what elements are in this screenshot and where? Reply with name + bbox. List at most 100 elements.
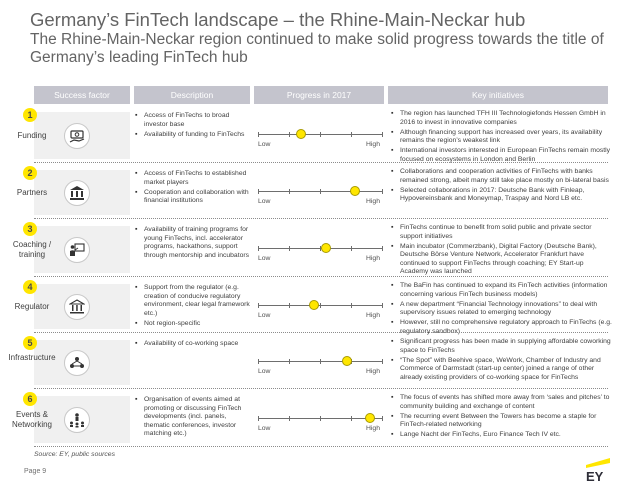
progress-tick	[351, 132, 352, 137]
progress-low-label: Low	[258, 368, 271, 375]
progress-high-label: High	[366, 255, 380, 262]
table-row: 2 Partners Access of FinTechs to establish…	[0, 166, 638, 220]
success-factor-label: Regulator	[14, 301, 50, 311]
progress-tick	[382, 303, 383, 308]
key-initiative-item: The recurring event Between the Towers h…	[390, 413, 612, 430]
progress-tick	[289, 132, 290, 137]
description-item: Cooperation and collaboration with finan…	[134, 189, 252, 206]
page-number: Page 9	[24, 468, 47, 475]
row-divider	[34, 276, 608, 277]
progress-tick	[289, 189, 290, 194]
progress-tick	[320, 303, 321, 308]
progress-tick	[351, 303, 352, 308]
key-initiatives-list: Collaborations and cooperation activitie…	[390, 168, 612, 205]
key-initiative-item: Significant progress has been made in su…	[390, 338, 612, 355]
speaker-audience-icon	[64, 406, 90, 433]
description-list: Access of FinTechs to established market…	[134, 170, 252, 207]
key-initiative-item: Main incubator (Commerzbank), Digital Fa…	[390, 243, 612, 277]
key-initiative-item: Lange Nacht der FinTechs, Euro Finance T…	[390, 431, 612, 440]
description-item: Organisation of events aimed at promotin…	[134, 396, 252, 439]
progress-scale: Low High	[256, 336, 386, 390]
progress-tick	[382, 189, 383, 194]
key-initiatives-list: FinTechs continue to benefit from solid …	[390, 224, 612, 278]
progress-scale: Low High	[256, 166, 386, 220]
success-factor-label: Infrastructure	[8, 352, 56, 362]
progress-scale: Low High	[256, 108, 386, 164]
key-initiative-item: Collaborations and cooperation activitie…	[390, 168, 612, 185]
progress-marker	[349, 186, 360, 196]
progress-marker	[308, 300, 319, 310]
description-list: Availability of training programs for yo…	[134, 226, 252, 262]
header-description: Description	[134, 86, 250, 104]
page-subtitle: The Rhine-Main-Neckar region continued t…	[30, 31, 604, 66]
page-title: Germany’s FinTech landscape – the Rhine-…	[30, 9, 526, 30]
progress-high-label: High	[366, 312, 380, 319]
row-number-badge: 1	[23, 108, 37, 122]
progress-marker	[321, 243, 332, 253]
row-divider	[34, 162, 608, 163]
header-success-factor: Success factor	[34, 86, 130, 104]
progress-tick	[382, 359, 383, 364]
row-number-badge: 4	[23, 280, 37, 294]
key-initiative-item: The BaFin has continued to expand its Fi…	[390, 282, 612, 299]
progress-tick	[320, 416, 321, 421]
progress-scale: Low High	[256, 392, 386, 448]
key-initiatives-list: The focus of events has shifted more awa…	[390, 394, 612, 441]
key-initiative-item: The region has launched TFH III Technolo…	[390, 110, 612, 127]
row-divider	[34, 332, 608, 333]
progress-tick	[382, 416, 383, 421]
key-initiatives-list: The BaFin has continued to expand its Fi…	[390, 282, 612, 338]
ey-logo-text: EY	[586, 469, 604, 483]
description-item: Availability of co-working space	[134, 340, 252, 349]
progress-tick	[351, 246, 352, 251]
progress-scale: Low High	[256, 222, 386, 278]
description-item: Access of FinTechs to established market…	[134, 170, 252, 187]
coaching-board-icon	[64, 236, 90, 263]
progress-tick	[258, 189, 259, 194]
description-item: Availability of funding to FinTechs	[134, 131, 252, 140]
key-initiatives-list: Significant progress has been made in su…	[390, 338, 612, 384]
progress-high-label: High	[366, 425, 380, 432]
key-initiative-item: However, still no comprehensive regulato…	[390, 319, 612, 336]
progress-low-label: Low	[258, 425, 271, 432]
key-initiative-item: Selected collaborations in 2017: Deutsch…	[390, 187, 612, 204]
progress-tick	[382, 132, 383, 137]
progress-tick	[289, 303, 290, 308]
progress-tick	[320, 189, 321, 194]
progress-tick	[289, 359, 290, 364]
progress-low-label: Low	[258, 198, 271, 205]
key-initiative-item: A new department “Financial Technology i…	[390, 301, 612, 318]
success-factor-label: Funding	[17, 130, 47, 140]
table-row: 5 Infrastructure Availability of co-workin…	[0, 336, 638, 390]
progress-tick	[289, 416, 290, 421]
progress-tick	[258, 303, 259, 308]
table-row: 3 Coaching / training Availability of trai…	[0, 222, 638, 278]
row-number-badge: 5	[23, 336, 37, 350]
progress-marker	[364, 413, 375, 423]
progress-low-label: Low	[258, 141, 271, 148]
row-number-badge: 2	[23, 166, 37, 180]
row-divider	[34, 218, 608, 219]
table-row: 1 Funding Access of FinTechs to broad inve…	[0, 108, 638, 164]
description-item: Access of FinTechs to broad investor bas…	[134, 112, 252, 129]
ey-logo: EY	[586, 458, 610, 483]
progress-marker	[296, 129, 307, 139]
progress-tick	[258, 359, 259, 364]
description-item: Support from the regulator (e.g. creatio…	[134, 284, 252, 318]
progress-marker	[342, 356, 353, 366]
key-initiatives-list: The region has launched TFH III Technolo…	[390, 110, 612, 166]
key-initiative-item: FinTechs continue to benefit from solid …	[390, 224, 612, 241]
key-initiative-item: Although financing support has increased…	[390, 129, 612, 146]
progress-low-label: Low	[258, 255, 271, 262]
success-factor-label: Partners	[16, 187, 48, 197]
row-number-badge: 6	[23, 392, 37, 406]
success-factor-label: Coaching / training	[12, 239, 52, 259]
success-factor-label: Events & Networking	[11, 409, 52, 429]
progress-tick	[320, 132, 321, 137]
network-people-icon	[64, 349, 90, 376]
progress-high-label: High	[366, 368, 380, 375]
progress-tick	[320, 359, 321, 364]
progress-scale: Low High	[256, 280, 386, 334]
progress-tick	[351, 416, 352, 421]
row-divider	[34, 388, 608, 389]
